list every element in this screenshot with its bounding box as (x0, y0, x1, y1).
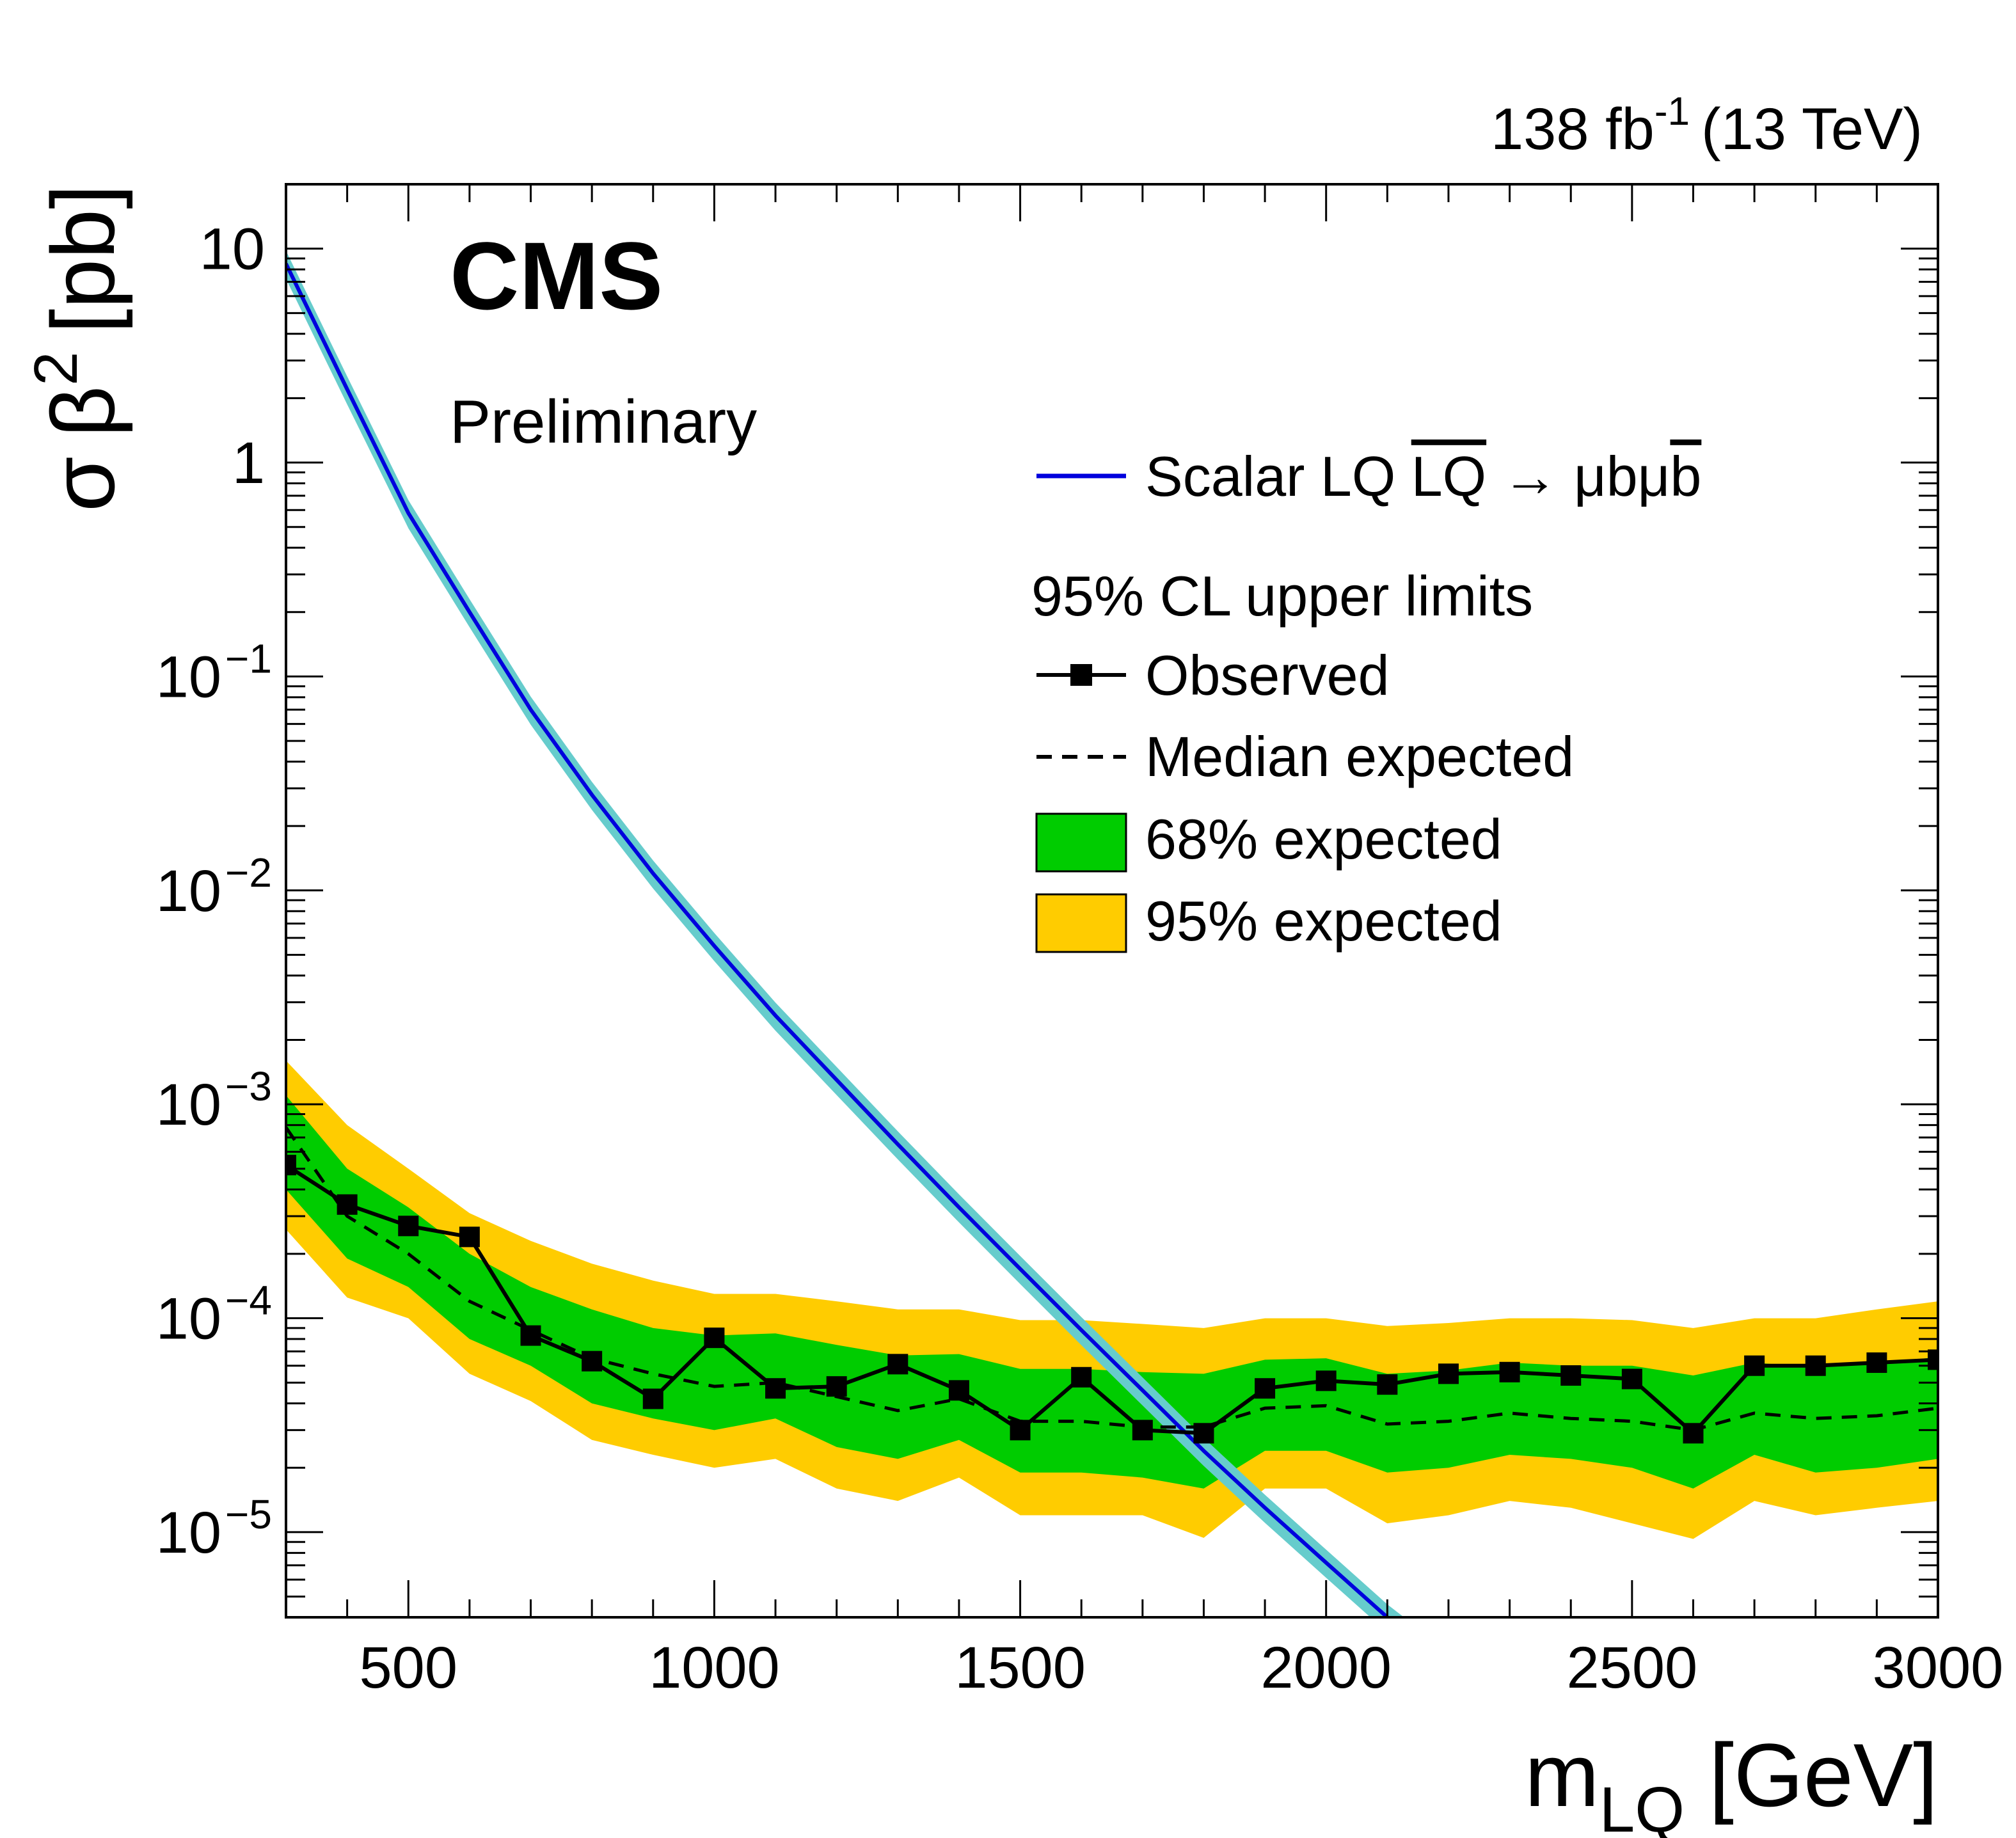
observed-point (765, 1378, 786, 1399)
y-tick-label: 10 (156, 1287, 221, 1352)
cms-label: CMS (450, 222, 663, 329)
observed-point (1499, 1361, 1520, 1382)
y-tick-label: 10 (200, 217, 265, 282)
observed-point (948, 1380, 969, 1401)
observed-point (1071, 1367, 1092, 1388)
legend-median-label: Median expected (1145, 725, 1574, 788)
observed-point (459, 1226, 480, 1248)
legend-band68-label: 68% expected (1145, 807, 1502, 871)
legend: Scalar LQ LQ → μbμb 95% CL upper limits … (1031, 445, 1701, 953)
band-68-expected (286, 1095, 1938, 1489)
y-tick-label: 10 (156, 1500, 221, 1565)
observed-point (1621, 1368, 1642, 1390)
legend-header: 95% CL upper limits (1031, 564, 1533, 628)
legend-theory-label: Scalar LQ LQ → μbμb (1145, 445, 1701, 508)
observed-point (1683, 1423, 1704, 1444)
x-axis-title: mLQ [GeV] (1525, 1725, 1938, 1838)
observed-point (1744, 1355, 1765, 1376)
legend-observed-marker (1070, 664, 1092, 686)
observed-point (642, 1388, 663, 1409)
y-tick-exponent: −1 (225, 635, 272, 681)
observed-point (1315, 1370, 1337, 1391)
x-tick-label: 1500 (955, 1635, 1086, 1700)
plot-body (286, 251, 1938, 1617)
observed-point (286, 1155, 296, 1176)
observed-point (1193, 1423, 1214, 1444)
y-tick-exponent: −3 (225, 1063, 272, 1109)
legend-observed-label: Observed (1145, 644, 1390, 707)
x-tick-label: 2000 (1260, 1635, 1392, 1700)
y-tick-exponent: −4 (225, 1278, 272, 1324)
observed-point (1805, 1355, 1826, 1376)
x-tick-label: 2500 (1567, 1635, 1698, 1700)
observed-point (337, 1194, 358, 1215)
theory-line (286, 262, 1391, 1617)
legend-band95-label: 95% expected (1145, 889, 1502, 953)
observed-point (1255, 1378, 1276, 1399)
y-tick-label: 10 (156, 859, 221, 924)
observed-point (520, 1325, 541, 1346)
y-tick-exponent: −5 (225, 1491, 272, 1537)
expected-line (286, 1126, 1938, 1432)
observed-point (1866, 1352, 1887, 1373)
y-tick-label: 1 (232, 431, 265, 496)
observed-point (1377, 1374, 1398, 1395)
legend-band68-swatch (1035, 812, 1127, 873)
observed-point (1438, 1363, 1459, 1384)
observed-point (1010, 1420, 1031, 1441)
observed-point (1560, 1365, 1582, 1386)
x-tick-label: 3000 (1873, 1635, 2004, 1700)
x-tick-label: 1000 (649, 1635, 780, 1700)
observed-point (1132, 1420, 1153, 1441)
y-axis-title: σβ2[pb] (22, 184, 133, 512)
y-tick-label: 10 (156, 644, 221, 709)
observed-line (286, 1163, 1938, 1436)
preliminary-label: Preliminary (450, 388, 757, 456)
observed-point (398, 1216, 419, 1237)
lumi-label: 138 fb-1 (13 TeV) (1491, 90, 1923, 162)
legend-band95-swatch (1035, 893, 1127, 953)
observed-point (887, 1354, 909, 1375)
y-tick-exponent: −2 (225, 850, 272, 896)
observed-point (704, 1327, 725, 1349)
observed-point (582, 1351, 603, 1372)
y-tick-label: 10 (156, 1072, 221, 1137)
observed-point (826, 1376, 847, 1397)
x-tick-label: 500 (360, 1635, 458, 1700)
